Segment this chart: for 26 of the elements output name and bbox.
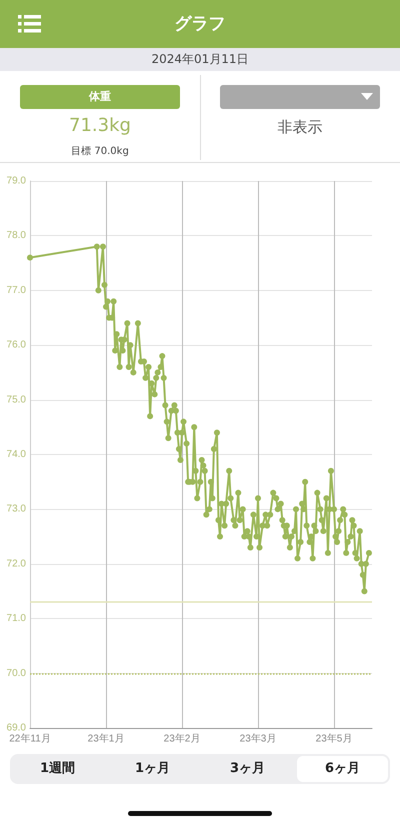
- y-tick-label: 70.0: [6, 668, 26, 679]
- x-tick-label: 22年11月: [9, 732, 51, 744]
- y-tick-label: 77.0: [6, 284, 26, 296]
- text: 1ヶ月: [134, 760, 172, 778]
- y-tick-label: 74.0: [6, 449, 26, 460]
- y-tick-label: 78.0: [6, 230, 26, 242]
- text: 目標 70.0kg: [70, 144, 130, 158]
- text: 体重: [20, 85, 180, 109]
- text: 6ヶ月: [295, 756, 390, 782]
- y-tick-label: 69.0: [6, 722, 26, 734]
- y-tick-label: 75.0: [6, 394, 26, 406]
- chart-title: グラフ: [0, 0, 400, 48]
- text: 1週間: [38, 760, 76, 778]
- x-tick-label: 23年1月: [88, 732, 124, 744]
- text: 71.3kg: [68, 115, 132, 136]
- y-tick-label: 76.0: [6, 340, 26, 351]
- y-tick-label: 73.0: [6, 504, 26, 515]
- x-tick-label: 23年3月: [240, 732, 276, 744]
- chart-subtitle: 2024年01月11日: [0, 48, 400, 71]
- x-tick-label: 23年5月: [316, 732, 352, 744]
- x-tick-label: 23年2月: [164, 732, 200, 744]
- text: 3ヶ月: [228, 760, 266, 778]
- text: 非表示: [276, 118, 324, 137]
- y-tick-label: 71.0: [6, 613, 26, 624]
- y-tick-label: 79.0: [6, 176, 26, 186]
- y-tick-label: 72.0: [6, 558, 26, 570]
